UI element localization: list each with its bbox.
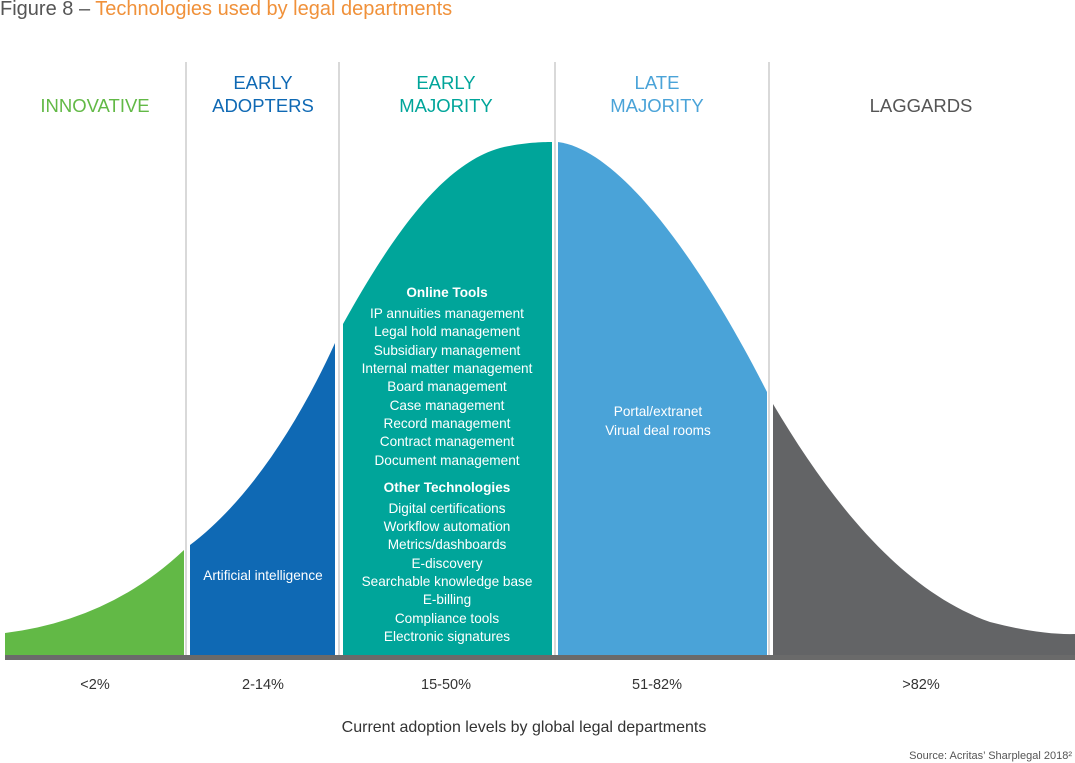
late-majority-segment (558, 142, 767, 655)
late-majority-range: 51-82% (632, 677, 682, 693)
other-technologies-heading: Other Technologies (384, 480, 511, 495)
late-majority-item: Portal/extranet (614, 404, 703, 419)
late-majority-title-line1: LATE (635, 72, 680, 93)
online-tool-item: Contract management (380, 434, 515, 449)
online-tool-item: Document management (374, 453, 519, 468)
early-adopters-range: 2-14% (242, 677, 284, 693)
other-tech-item: Metrics/dashboards (388, 537, 507, 552)
online-tool-item: Subsidiary management (374, 343, 521, 358)
innovative-title: INNOVATIVE (40, 95, 149, 116)
late-majority-item: Virual deal rooms (605, 423, 711, 438)
late-majority-title-line2: MAJORITY (610, 95, 704, 116)
early-majority-segment (343, 142, 552, 655)
other-tech-item: Workflow automation (384, 519, 511, 534)
figure-title: Figure 8 – Technologies used by legal de… (0, 0, 452, 21)
online-tool-item: Case management (390, 398, 505, 413)
early-majority-title-line1: EARLY (416, 72, 475, 93)
innovative-segment (5, 550, 184, 655)
online-tool-item: Board management (387, 379, 507, 394)
other-tech-item: Digital certifications (388, 501, 505, 516)
segment-titles: INNOVATIVE EARLY ADOPTERS EARLY MAJORITY… (40, 72, 972, 116)
online-tool-item: Internal matter management (362, 361, 533, 376)
figure-dash: – (78, 0, 91, 20)
early-adopters-title-line2: ADOPTERS (212, 95, 314, 116)
early-majority-title-line2: MAJORITY (399, 95, 493, 116)
other-tech-item: E-billing (423, 592, 471, 607)
innovative-range: <2% (80, 677, 110, 693)
early-majority-range: 15-50% (421, 677, 471, 693)
early-majority-content: Online Tools IP annuities management Leg… (362, 285, 533, 644)
baseline (5, 655, 1075, 660)
other-tech-item: Compliance tools (395, 611, 499, 626)
axis-label: Current adoption levels by global legal … (342, 719, 707, 736)
other-tech-item: Searchable knowledge base (362, 574, 533, 589)
other-tech-item: E-discovery (411, 556, 482, 571)
online-tool-item: Record management (384, 416, 511, 431)
laggards-title: LAGGARDS (870, 95, 973, 116)
online-tool-item: Legal hold management (374, 324, 520, 339)
figure-number: Figure 8 (0, 0, 74, 20)
early-adopters-item: Artificial intelligence (203, 568, 322, 583)
figure-main-title: Technologies used by legal departments (95, 0, 453, 20)
segment-dividers (185, 62, 770, 660)
bell-curve (5, 142, 1075, 655)
adoption-ranges: <2% 2-14% 15-50% 51-82% >82% (80, 677, 940, 693)
early-adopters-title-line1: EARLY (233, 72, 292, 93)
source-note: Source: Acritas’ Sharplegal 2018² (909, 750, 1072, 762)
online-tools-heading: Online Tools (406, 285, 487, 300)
online-tool-item: IP annuities management (370, 306, 524, 321)
other-tech-item: Electronic signatures (384, 629, 510, 644)
early-adopters-segment (190, 343, 335, 655)
laggards-segment (773, 404, 1075, 655)
laggards-range: >82% (902, 677, 940, 693)
